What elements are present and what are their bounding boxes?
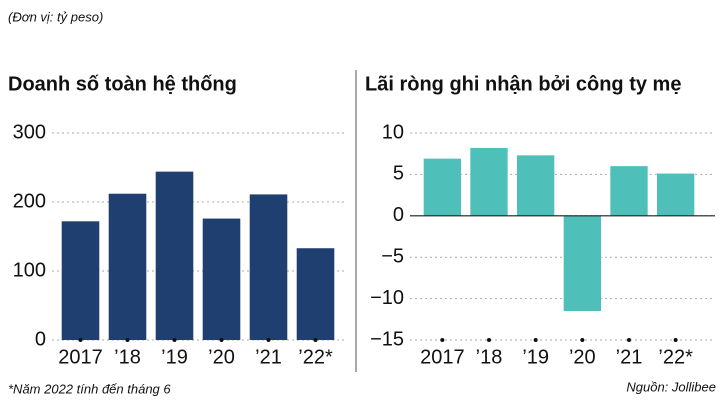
y-tick-label: 0 (35, 328, 46, 350)
bar (563, 215, 601, 312)
x-tick-dot (533, 338, 538, 342)
y-tick-label: 200 (13, 190, 46, 212)
bar (61, 221, 100, 340)
unit-note: (Đơn vị: tỷ peso) (8, 9, 103, 24)
bar (657, 173, 695, 216)
bar (108, 193, 147, 340)
y-tick-label: −5 (381, 245, 404, 267)
x-tick-dot (78, 338, 83, 342)
x-tick-label: ’19 (161, 346, 188, 368)
footnote: *Năm 2022 tính đến tháng 6 (8, 381, 171, 396)
bar (517, 155, 555, 216)
y-tick-label: 5 (393, 163, 404, 185)
x-tick-dot (125, 338, 130, 342)
x-tick-dot (266, 338, 271, 342)
source: Nguồn: Jollibee (626, 379, 716, 394)
x-tick-dot (487, 338, 491, 342)
x-tick-label: ’20 (569, 346, 596, 368)
y-tick-label: 100 (13, 259, 46, 281)
x-tick-label: ’20 (208, 346, 235, 368)
x-tick-dot (219, 338, 224, 342)
x-tick-label: ’22* (658, 346, 693, 368)
bar (155, 171, 194, 340)
x-tick-dot (580, 338, 585, 342)
x-tick-label: ’19 (522, 346, 549, 368)
y-tick-label: 0 (393, 204, 404, 226)
bar (423, 158, 461, 216)
x-tick-dot (313, 338, 318, 342)
x-tick-label: ’21 (255, 346, 282, 368)
y-tick-label: −15 (370, 328, 404, 350)
y-tick-label: 300 (13, 121, 46, 143)
x-tick-label: ’18 (476, 346, 503, 368)
y-tick-label: 10 (382, 121, 404, 143)
x-tick-dot (440, 338, 445, 342)
y-tick-label: −10 (370, 287, 404, 309)
x-tick-dot (673, 338, 678, 342)
x-tick-dot (172, 338, 177, 342)
chart-title: Lãi ròng ghi nhận bởi công ty mẹ (365, 73, 681, 95)
x-tick-label: ’21 (616, 346, 643, 368)
chart-title: Doanh số toàn hệ thống (8, 73, 237, 95)
bar (249, 194, 288, 340)
x-tick-dot (627, 338, 631, 342)
x-tick-label: 2017 (420, 346, 465, 368)
x-tick-label: 2017 (58, 346, 103, 368)
x-tick-label: ’22* (298, 346, 333, 368)
bar (202, 218, 241, 340)
bar (470, 147, 508, 216)
bar (610, 166, 648, 216)
bar (296, 248, 335, 340)
x-tick-label: ’18 (114, 346, 141, 368)
